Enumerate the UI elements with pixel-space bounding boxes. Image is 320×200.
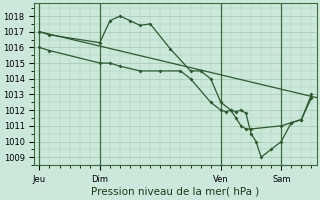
X-axis label: Pression niveau de la mer( hPa ): Pression niveau de la mer( hPa ) [91,187,260,197]
